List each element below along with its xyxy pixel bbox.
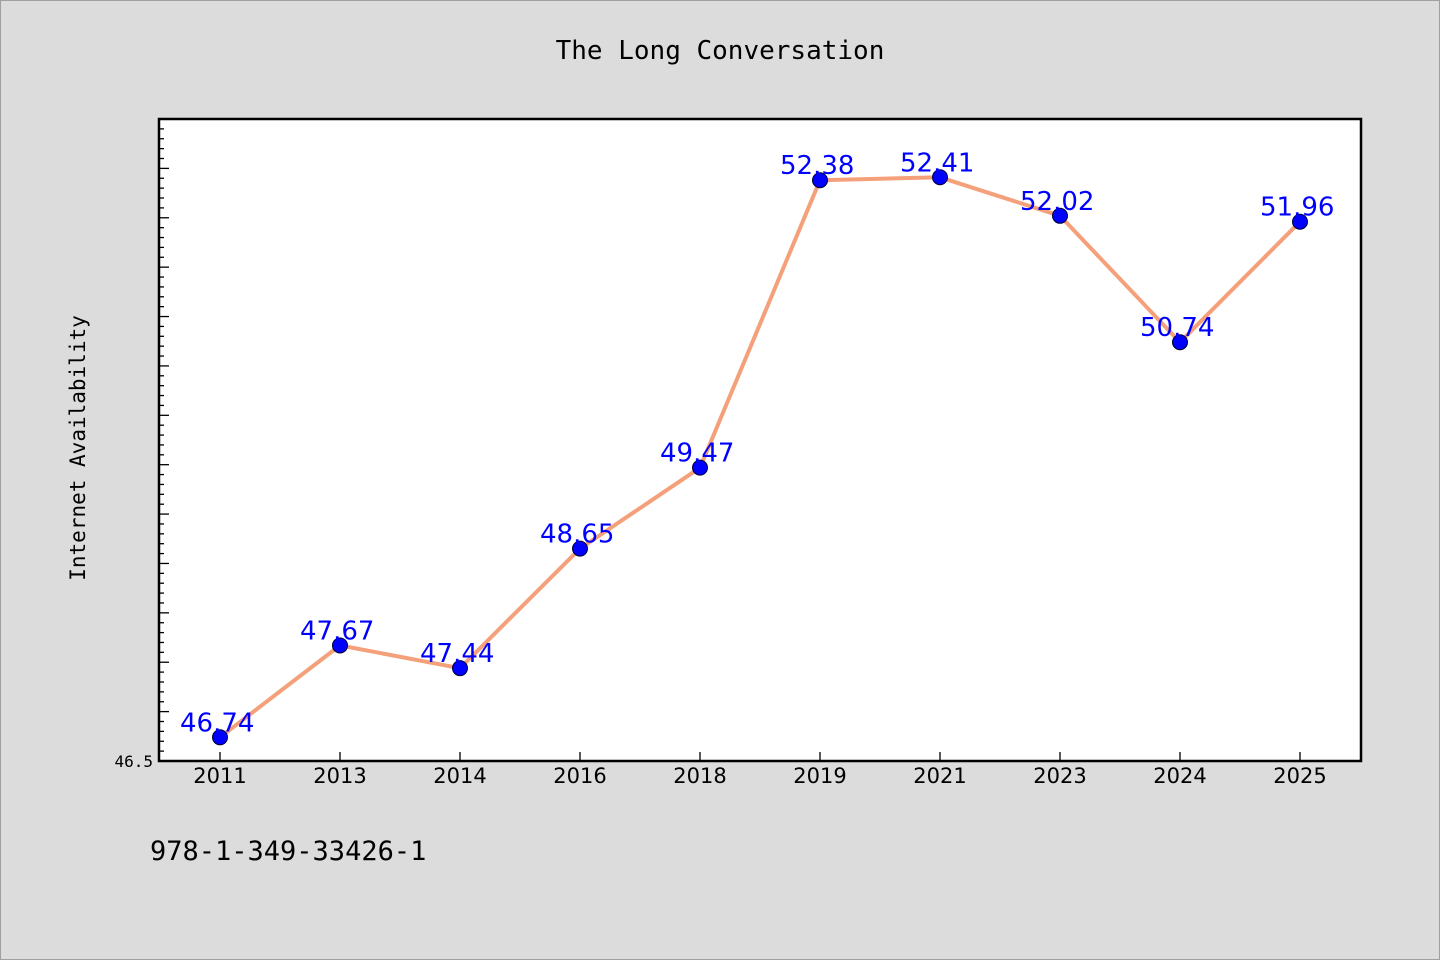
x-tick-label: 2023 <box>1033 764 1086 788</box>
y-tick-label: 46.5 <box>114 752 153 771</box>
footer-code: 978-1-349-33426-1 <box>150 836 427 867</box>
x-tick-label: 2011 <box>193 764 246 788</box>
chart-title: The Long Conversation <box>555 36 885 66</box>
plot-background <box>157 117 1363 763</box>
data-label: 52.41 <box>900 148 974 178</box>
data-label: 52.02 <box>1020 187 1094 217</box>
x-axis-ticks: 2011 2013 2014 2016 2018 2019 2021 2023 2024 2025 <box>193 752 1327 788</box>
data-point <box>212 729 228 746</box>
data-label: 47.44 <box>420 639 494 669</box>
x-tick-label: 2019 <box>793 764 846 788</box>
data-point <box>812 172 828 189</box>
y-axis-ticks <box>159 128 169 762</box>
data-point <box>692 459 708 476</box>
data-point <box>1292 213 1308 230</box>
data-label: 50.74 <box>1140 313 1214 343</box>
data-point <box>332 637 348 654</box>
data-point <box>1172 334 1188 351</box>
data-label: 46.74 <box>180 708 254 738</box>
x-tick-label: 2024 <box>1153 764 1206 788</box>
x-tick-label: 2016 <box>553 764 606 788</box>
data-point <box>932 169 948 186</box>
x-tick-label: 2018 <box>673 764 726 788</box>
data-point <box>572 540 588 557</box>
data-label: 51.96 <box>1260 193 1334 223</box>
data-label: 49.47 <box>660 439 734 469</box>
series-line-group <box>218 175 1302 740</box>
x-tick-label: 2014 <box>433 764 486 788</box>
data-label: 52.38 <box>780 151 854 181</box>
data-label: 48.65 <box>540 520 614 550</box>
x-tick-label: 2013 <box>313 764 366 788</box>
data-point <box>452 660 468 677</box>
series-line <box>218 175 1302 740</box>
data-label: 47.67 <box>300 616 374 646</box>
data-labels-group: 46.74 47.67 47.44 48.65 49.47 52.38 52.41 52.02… <box>180 148 1334 738</box>
data-point <box>1052 207 1068 224</box>
x-tick-label: 2025 <box>1273 764 1326 788</box>
x-tick-label: 2021 <box>913 764 966 788</box>
markers-group <box>212 169 1308 746</box>
